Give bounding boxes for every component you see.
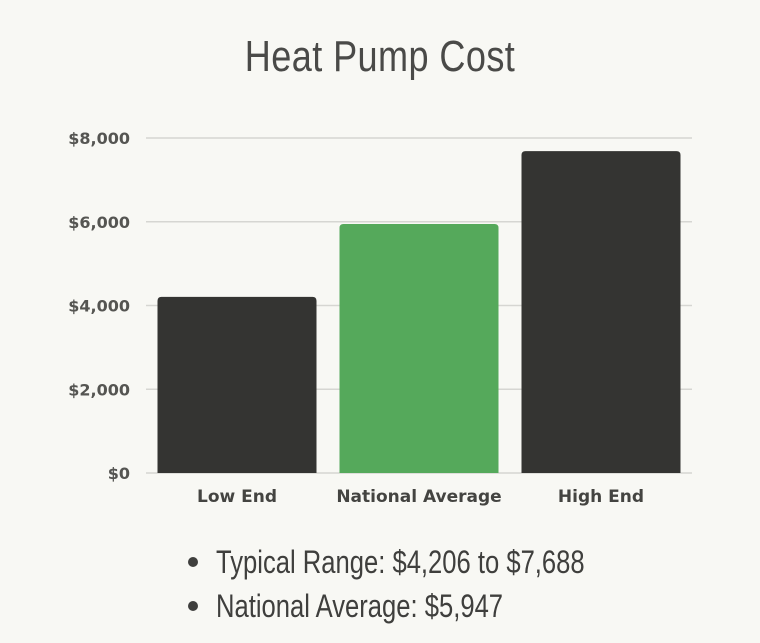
note-text: Typical Range: $4,206 to $7,688 [216, 543, 585, 580]
x-tick-label: Low End [197, 487, 277, 507]
bar-low-end [157, 296, 317, 473]
y-tick-label: $0 [108, 464, 130, 483]
bar-national-average [339, 223, 499, 473]
bullet-icon [188, 557, 198, 567]
y-tick-label: $8,000 [68, 129, 130, 148]
x-tick-label: National Average [336, 487, 501, 507]
x-tick-label: High End [558, 487, 644, 507]
y-tick-label: $2,000 [68, 380, 130, 399]
y-tick-label: $4,000 [68, 297, 130, 316]
note-national-average: National Average: $5,947 [188, 584, 677, 628]
notes-list: Typical Range: $4,206 to $7,688 National… [188, 540, 677, 628]
note-text: National Average: $5,947 [216, 587, 504, 624]
chart-title: Heat Pump Cost [244, 32, 516, 81]
bar-high-end [521, 151, 681, 473]
bullet-icon [188, 601, 198, 611]
y-tick-label: $6,000 [68, 213, 130, 232]
note-typical-range: Typical Range: $4,206 to $7,688 [188, 540, 677, 584]
